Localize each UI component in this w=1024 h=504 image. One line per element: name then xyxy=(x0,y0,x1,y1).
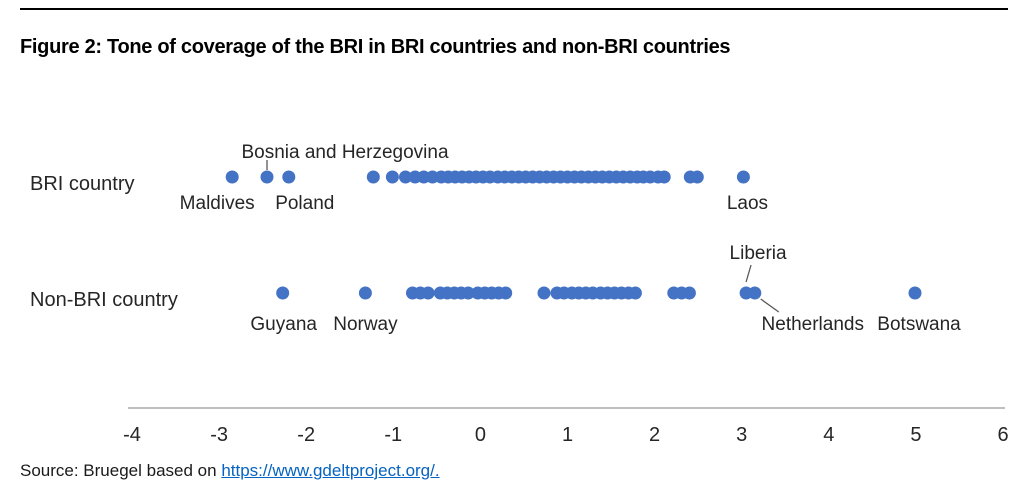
data-point xyxy=(748,286,762,300)
x-axis-tick-label: 1 xyxy=(562,424,573,446)
data-point xyxy=(499,286,513,300)
data-point xyxy=(260,170,274,184)
x-axis-tick-label: 3 xyxy=(736,424,747,446)
x-axis-tick-label: 6 xyxy=(997,424,1008,446)
data-point xyxy=(282,170,296,184)
source-line: Source: Bruegel based on https://www.gde… xyxy=(20,461,440,481)
x-axis-tick-label: -4 xyxy=(123,424,141,446)
row-label: Non-BRI country xyxy=(30,289,178,311)
country-label: Netherlands xyxy=(762,314,864,335)
country-label: Norway xyxy=(333,314,398,335)
data-point xyxy=(366,170,380,184)
data-point xyxy=(537,286,551,300)
source-link[interactable]: https://www.gdeltproject.org/. xyxy=(221,461,440,480)
country-label: Bosnia and Herzegovina xyxy=(241,142,448,163)
data-point xyxy=(690,170,704,184)
data-point xyxy=(736,170,750,184)
data-point xyxy=(628,286,642,300)
figure-title: Figure 2: Tone of coverage of the BRI in… xyxy=(20,36,731,58)
data-point xyxy=(225,170,239,184)
country-label: Poland xyxy=(275,193,334,214)
x-axis-tick-label: 4 xyxy=(823,424,834,446)
top-rule xyxy=(20,8,1008,10)
data-point xyxy=(358,286,372,300)
source-prefix: Source: Bruegel based on xyxy=(20,461,222,480)
x-axis-tick-label: -3 xyxy=(210,424,228,446)
x-axis-tick-label: 0 xyxy=(475,424,486,446)
data-point xyxy=(461,286,475,300)
country-label: Maldives xyxy=(180,193,255,214)
data-point xyxy=(657,170,671,184)
data-point xyxy=(421,286,435,300)
data-point xyxy=(385,170,399,184)
data-point xyxy=(682,286,696,300)
x-axis-tick-label: -1 xyxy=(384,424,402,446)
country-label: Laos xyxy=(727,193,768,214)
data-point xyxy=(399,170,412,184)
country-label: Botswana xyxy=(877,314,961,335)
country-label: Liberia xyxy=(730,243,787,264)
leader-line xyxy=(745,264,752,283)
data-point xyxy=(908,286,922,300)
data-point xyxy=(276,286,290,300)
x-axis-tick-label: 2 xyxy=(649,424,660,446)
row-label: BRI country xyxy=(30,173,134,195)
x-axis-tick-label: 5 xyxy=(910,424,921,446)
country-label: Guyana xyxy=(250,314,317,335)
leader-line xyxy=(760,298,780,313)
x-axis-tick-label: -2 xyxy=(297,424,315,446)
